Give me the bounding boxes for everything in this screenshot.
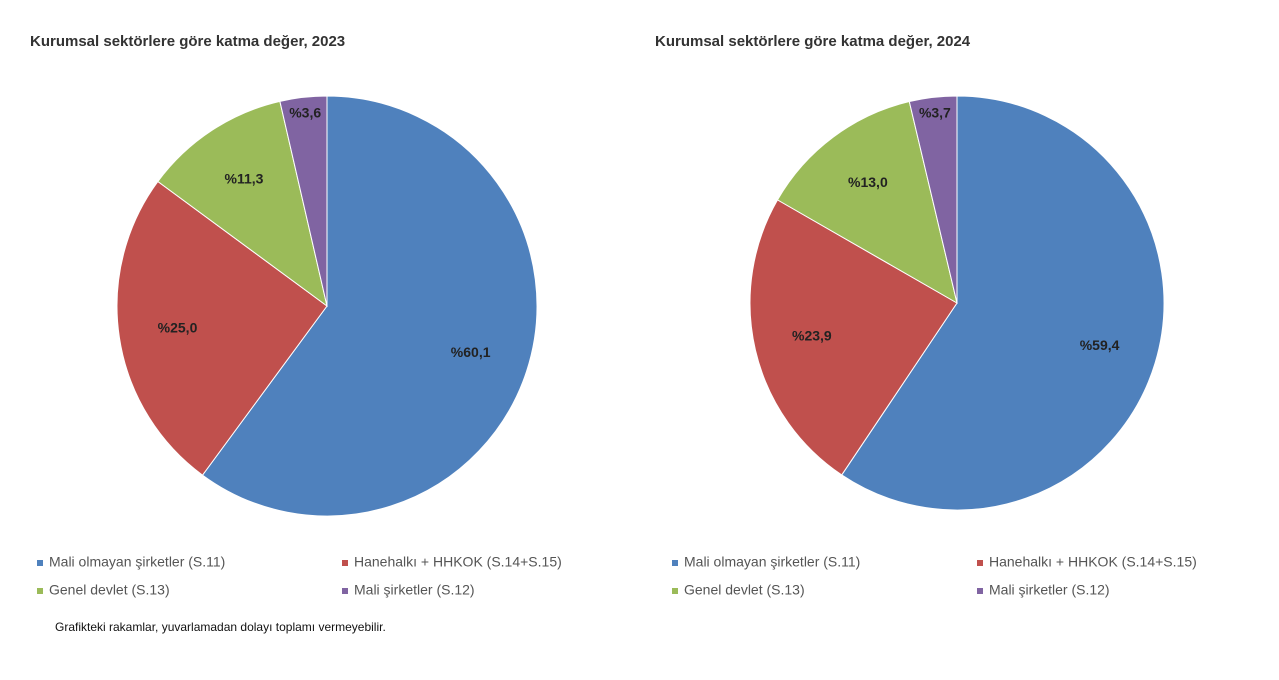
data-label: %11,3 [225,170,264,186]
data-label: %59,4 [1080,337,1120,353]
pie-slice [776,100,958,305]
data-label: %25,0 [158,319,198,335]
chart-title: Kurumsal sektörlere göre katma değer, 20… [655,33,971,50]
legend-swatch [342,588,348,594]
legend-label: Genel devlet (S.13) [49,582,170,598]
pie-slice [749,199,958,476]
pie-slice [157,100,328,308]
data-label: %60,1 [451,344,491,360]
pie-slice [116,180,328,476]
pie-slice [279,95,328,307]
pie-slice [201,95,538,517]
legend-swatch [342,560,348,566]
data-label: %23,9 [792,328,832,344]
data-label: %3,6 [289,105,321,121]
legend-label: Genel devlet (S.13) [684,582,805,598]
pie-slice [841,95,1165,511]
legend-swatch [977,560,983,566]
legend-swatch [37,560,43,566]
data-label: %13,0 [848,174,888,190]
legend-label: Mali olmayan şirketler (S.11) [49,554,225,570]
data-label: %3,7 [919,105,951,121]
legend-swatch [977,588,983,594]
chart-title: Kurumsal sektörlere göre katma değer, 20… [30,33,345,50]
legend-swatch [672,560,678,566]
legend-swatch [37,588,43,594]
legend-label: Mali şirketler (S.12) [989,582,1110,598]
footnote: Grafikteki rakamlar, yuvarlamadan dolayı… [55,620,386,634]
legend-label: Mali şirketler (S.12) [354,582,475,598]
legend-swatch [672,588,678,594]
legend-label: Hanehalkı + HHKOK (S.14+S.15) [354,554,562,570]
pie-slice [908,95,958,304]
legend-label: Mali olmayan şirketler (S.11) [684,554,860,570]
legend-label: Hanehalkı + HHKOK (S.14+S.15) [989,554,1197,570]
